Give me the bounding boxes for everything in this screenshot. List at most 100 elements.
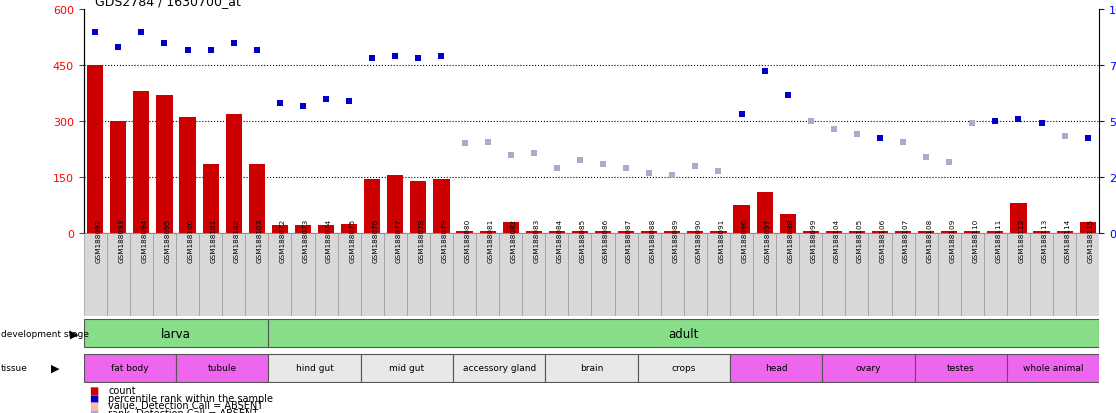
Text: ▶: ▶ (70, 328, 79, 339)
Bar (480, 231, 496, 233)
Bar (246, 233, 268, 316)
Bar (868, 233, 892, 316)
Bar (706, 233, 730, 316)
Bar (872, 231, 888, 233)
Bar (180, 118, 195, 233)
Bar (895, 231, 911, 233)
Bar (433, 179, 450, 233)
Text: GSM188106: GSM188106 (881, 218, 886, 262)
Bar (615, 233, 637, 316)
Bar (802, 231, 819, 233)
Bar (291, 233, 315, 316)
Bar (295, 226, 311, 233)
Bar (222, 233, 246, 316)
Bar (176, 354, 268, 382)
Bar (915, 233, 937, 316)
Bar (1057, 231, 1072, 233)
Bar (1010, 204, 1027, 233)
Text: GSM188096: GSM188096 (741, 218, 748, 262)
Bar (199, 233, 222, 316)
Text: brain: brain (580, 363, 603, 372)
Text: GSM188072: GSM188072 (280, 218, 286, 262)
Text: GSM188074: GSM188074 (326, 218, 333, 262)
Bar (546, 354, 637, 382)
Bar (84, 233, 107, 316)
Bar (1079, 222, 1096, 233)
Text: GSM188088: GSM188088 (650, 218, 655, 262)
Text: GSM188081: GSM188081 (488, 218, 493, 262)
Bar (225, 114, 242, 233)
Bar (156, 96, 173, 233)
Bar (360, 354, 453, 382)
Bar (757, 192, 772, 233)
Text: GSM188097: GSM188097 (764, 218, 770, 262)
Bar (1054, 233, 1076, 316)
Bar (730, 354, 822, 382)
Text: GSM188098: GSM188098 (788, 218, 793, 262)
Text: GSM188080: GSM188080 (464, 218, 471, 262)
Text: ovary: ovary (856, 363, 882, 372)
Bar (107, 233, 129, 316)
Text: GSM188095: GSM188095 (164, 218, 171, 262)
Text: GSM188076: GSM188076 (373, 218, 378, 262)
Text: GSM188094: GSM188094 (142, 218, 147, 262)
Bar (822, 354, 915, 382)
Bar (892, 233, 915, 316)
Bar (453, 354, 546, 382)
Text: GSM188108: GSM188108 (926, 218, 932, 262)
Bar (664, 231, 681, 233)
Bar (918, 231, 934, 233)
Text: testes: testes (946, 363, 974, 372)
Bar (799, 233, 822, 316)
Bar (272, 226, 288, 233)
Bar (1030, 233, 1054, 316)
Text: GSM188077: GSM188077 (395, 218, 402, 262)
Text: ■: ■ (89, 408, 98, 413)
Bar (1007, 233, 1030, 316)
Bar (87, 66, 104, 233)
Text: GSM188085: GSM188085 (580, 218, 586, 262)
Text: GSM188084: GSM188084 (557, 218, 562, 262)
Bar (430, 233, 453, 316)
Bar (822, 233, 846, 316)
Text: GSM188110: GSM188110 (972, 218, 979, 262)
Bar (984, 233, 1007, 316)
Bar (364, 179, 381, 233)
Bar (1076, 233, 1099, 316)
Bar (387, 176, 403, 233)
Text: GSM188102: GSM188102 (233, 218, 240, 262)
Text: ■: ■ (89, 400, 98, 410)
Text: GSM188079: GSM188079 (442, 218, 448, 262)
Bar (84, 354, 176, 382)
Text: fat body: fat body (112, 363, 148, 372)
Bar (268, 354, 360, 382)
Bar (407, 233, 430, 316)
Bar (133, 92, 150, 233)
Text: GSM188100: GSM188100 (187, 218, 193, 262)
Text: count: count (108, 385, 136, 395)
Bar (384, 233, 407, 316)
Bar (110, 122, 126, 233)
Text: adult: adult (668, 327, 699, 340)
Text: value, Detection Call = ABSENT: value, Detection Call = ABSENT (108, 400, 263, 410)
Bar (846, 233, 868, 316)
Text: whole animal: whole animal (1023, 363, 1084, 372)
Text: ■: ■ (89, 385, 98, 395)
Bar (546, 233, 568, 316)
Bar (526, 231, 542, 233)
Text: GSM188089: GSM188089 (672, 218, 679, 262)
Bar (341, 224, 357, 233)
Text: GDS2784 / 1630700_at: GDS2784 / 1630700_at (95, 0, 241, 8)
Text: GSM188112: GSM188112 (1019, 218, 1024, 262)
Bar (961, 233, 984, 316)
Bar (315, 233, 337, 316)
Bar (595, 231, 612, 233)
Bar (915, 354, 1007, 382)
Text: GSM188083: GSM188083 (533, 218, 540, 262)
Text: GSM188107: GSM188107 (903, 218, 910, 262)
Text: GSM188093: GSM188093 (118, 218, 124, 262)
Bar (988, 231, 1003, 233)
Text: GSM188078: GSM188078 (418, 218, 424, 262)
Text: rank, Detection Call = ABSENT: rank, Detection Call = ABSENT (108, 408, 259, 413)
Text: GSM188087: GSM188087 (626, 218, 632, 262)
